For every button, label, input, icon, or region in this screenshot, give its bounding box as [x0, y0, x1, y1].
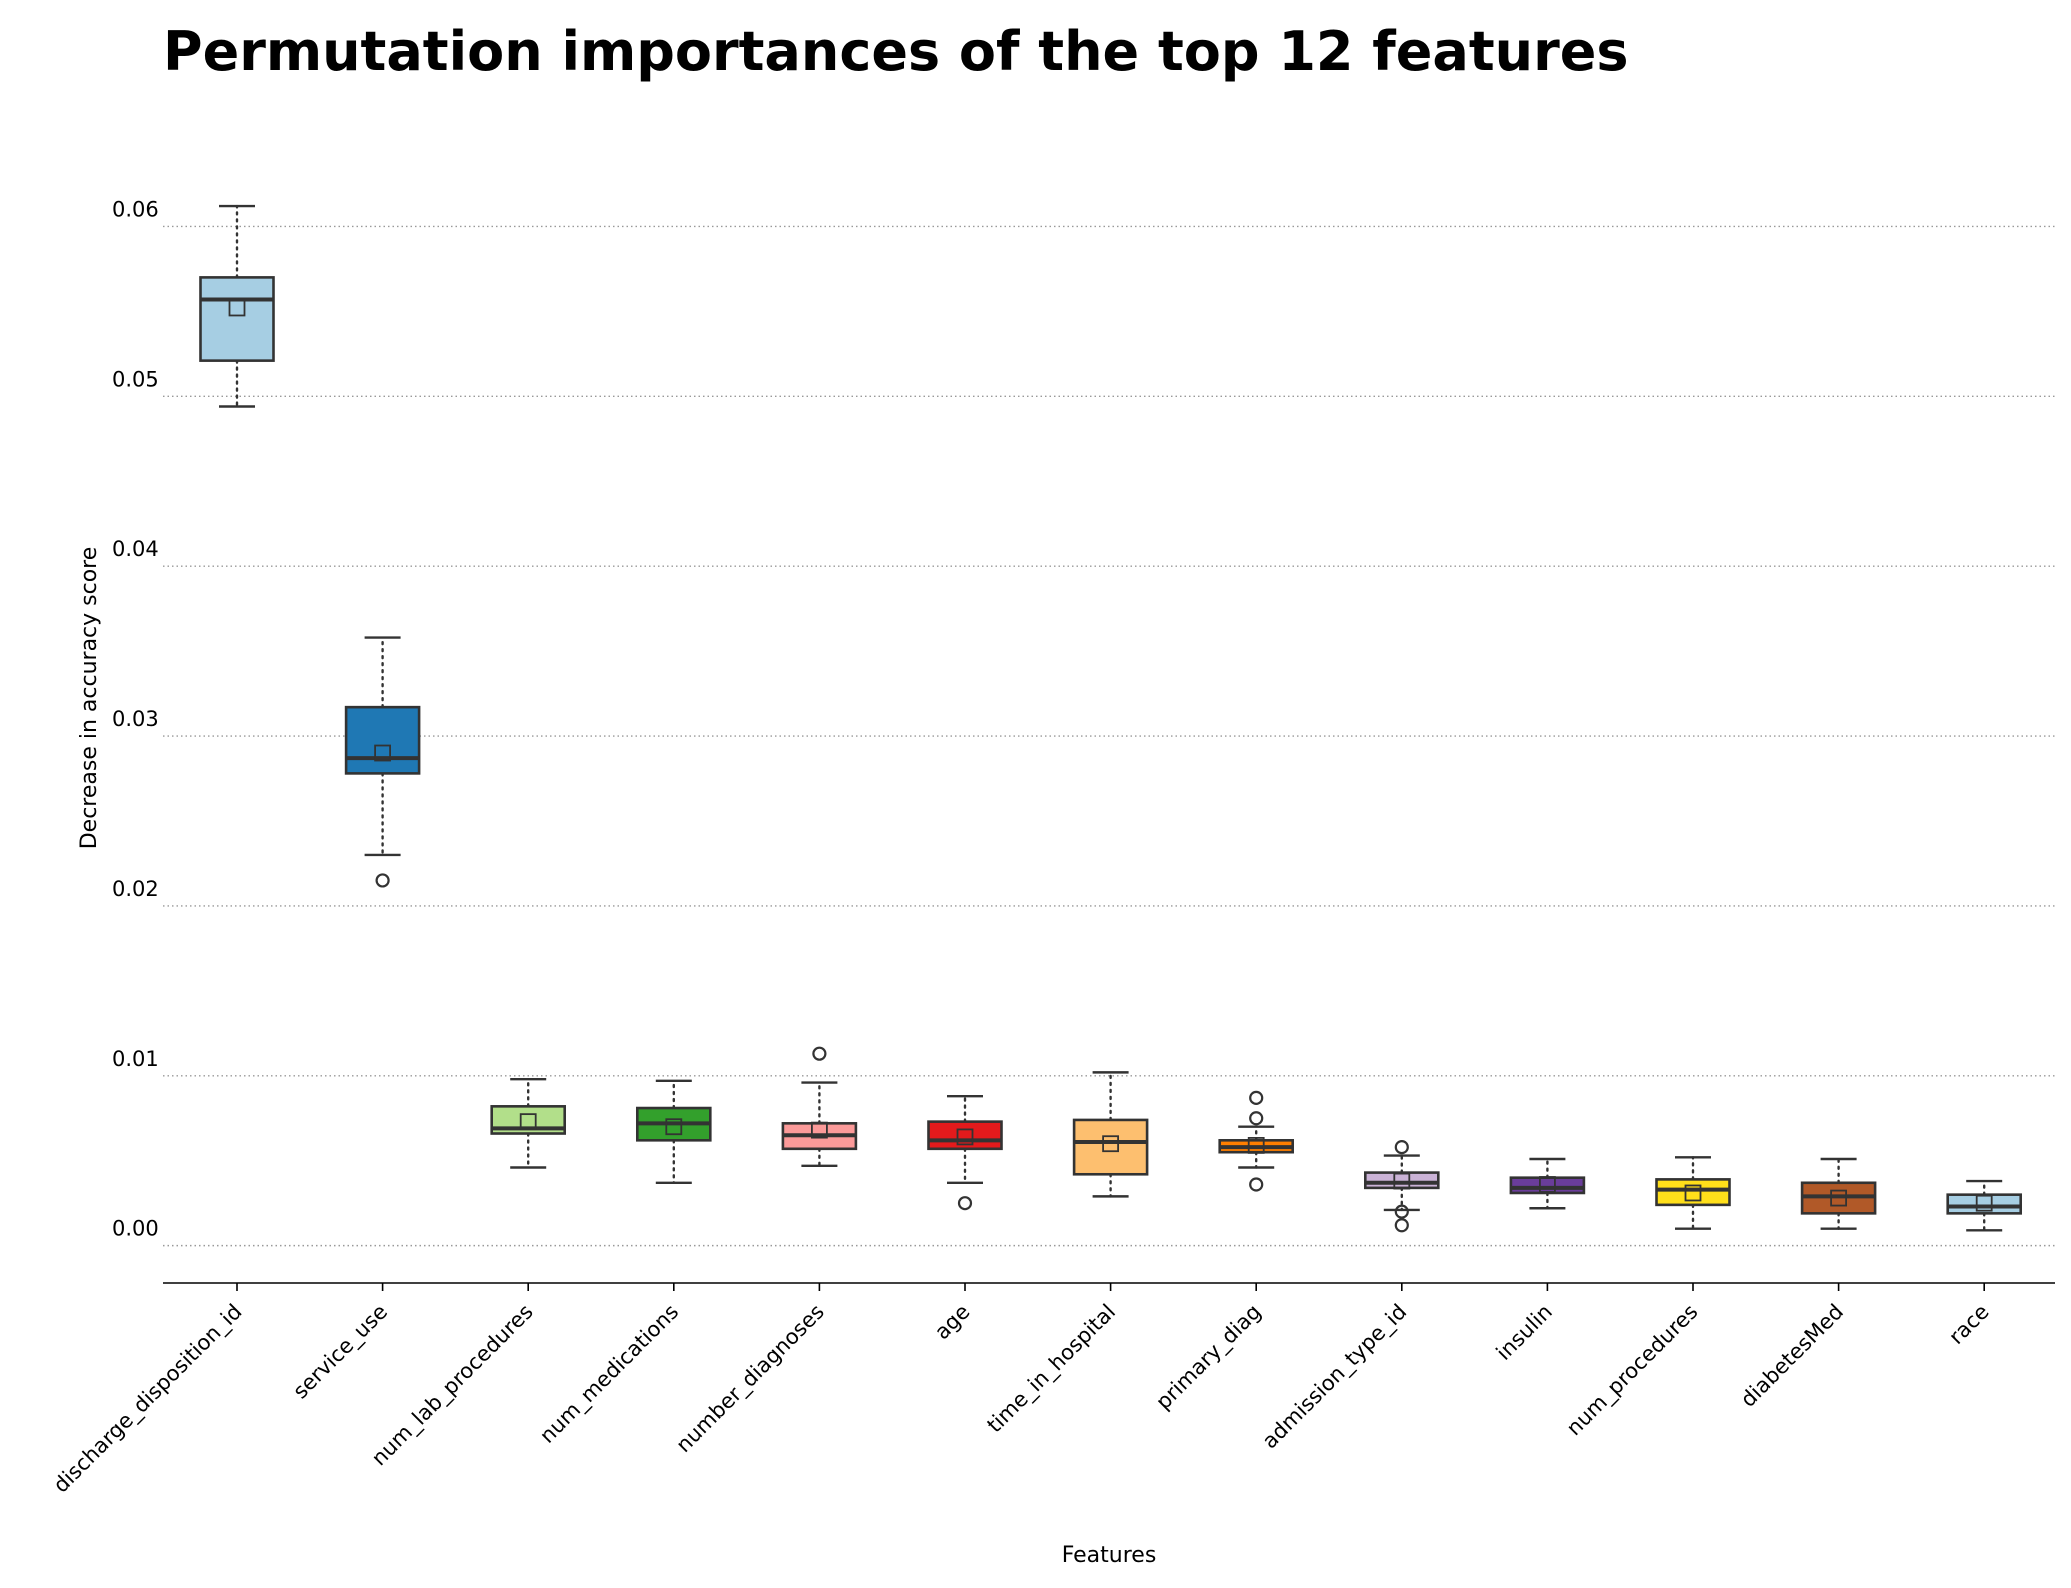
y-tick-label: 0.01	[112, 1047, 159, 1071]
box-num_procedures	[1655, 1156, 1731, 1230]
mean-marker	[1975, 1194, 1993, 1212]
box-time_in_hospital	[1072, 1071, 1149, 1198]
box-iqr	[1946, 1193, 2022, 1215]
box-iqr	[1364, 1171, 1440, 1190]
x-tick-label: service_use	[288, 1300, 393, 1405]
box-race	[1946, 1179, 2022, 1232]
x-tick-label: primary_diag	[1151, 1300, 1266, 1415]
x-tick-label: age	[930, 1300, 975, 1345]
mean-marker	[811, 1121, 828, 1139]
outlier-point	[1394, 1204, 1409, 1219]
mean-marker	[1830, 1189, 1847, 1207]
mean-marker	[228, 299, 246, 317]
y-tick-labels: 0.00 0.01 0.02 0.03 0.04 0.05 0.06	[112, 197, 159, 1240]
y-tick-label: 0.03	[112, 707, 159, 731]
outlier-point	[1394, 1218, 1409, 1233]
box-diabetesMed	[1800, 1157, 1877, 1230]
y-tick-label: 0.04	[112, 537, 159, 561]
outlier-point	[1249, 1111, 1264, 1126]
box-num_lab_procedures	[490, 1077, 567, 1169]
mean-marker	[1684, 1184, 1702, 1202]
x-tick-label: num_lab_procedures	[367, 1300, 539, 1472]
x-tick-label: discharge_disposition_id	[49, 1300, 248, 1499]
y-tick-label: 0.06	[112, 197, 159, 221]
outlier-point	[1249, 1090, 1264, 1105]
mean-marker	[665, 1118, 683, 1136]
x-axis-label: Features	[1062, 1543, 1157, 1568]
chart-title: Permutation importances of the top 12 fe…	[163, 20, 1629, 83]
y-axis-label: Decrease in accuracy score	[77, 547, 102, 850]
boxes-layer	[199, 204, 2022, 1233]
box-service_use	[344, 636, 421, 888]
x-tick-label: admission_type_id	[1258, 1300, 1412, 1454]
outlier-point	[957, 1196, 973, 1211]
box-iqr	[199, 276, 275, 362]
box-number_diagnoses	[781, 1046, 858, 1167]
x-tick-label: race	[1944, 1300, 1993, 1349]
outlier-point	[1249, 1177, 1264, 1192]
box-discharge_disposition_id	[199, 204, 275, 408]
box-admission_type_id	[1364, 1140, 1440, 1233]
box-insulin	[1509, 1157, 1586, 1210]
box-iqr	[1072, 1118, 1149, 1176]
x-tick-label: number_diagnoses	[671, 1300, 829, 1458]
box-iqr	[344, 705, 421, 775]
mean-marker	[1247, 1137, 1265, 1154]
y-tick-label: 0.05	[112, 367, 159, 391]
x-tick-label: time_in_hospital	[982, 1300, 1120, 1438]
mean-marker	[956, 1128, 974, 1146]
y-tick-label: 0.00	[112, 1217, 159, 1241]
outlier-point	[812, 1046, 827, 1061]
mean-marker	[1102, 1135, 1119, 1153]
outlier-point	[375, 873, 390, 888]
mean-marker	[1393, 1172, 1411, 1190]
x-tick-label: num_procedures	[1562, 1300, 1703, 1441]
box-iqr	[1509, 1176, 1586, 1195]
box-primary_diag	[1218, 1090, 1294, 1192]
y-tick-label: 0.02	[112, 877, 159, 901]
x-tick-label: diabetesMed	[1736, 1300, 1848, 1412]
mean-marker	[1539, 1176, 1556, 1193]
x-tick-label: insulin	[1492, 1300, 1557, 1365]
outlier-point	[1394, 1140, 1409, 1155]
mean-marker	[374, 744, 392, 762]
x-tick-labels: discharge_disposition_id service_usenum_l…	[49, 1283, 1994, 1498]
x-tick-label: num_medications	[535, 1300, 684, 1449]
mean-marker	[519, 1113, 537, 1131]
y-gridlines	[163, 225, 2055, 1247]
box-age	[927, 1094, 1003, 1211]
box-num_medications	[635, 1079, 712, 1184]
